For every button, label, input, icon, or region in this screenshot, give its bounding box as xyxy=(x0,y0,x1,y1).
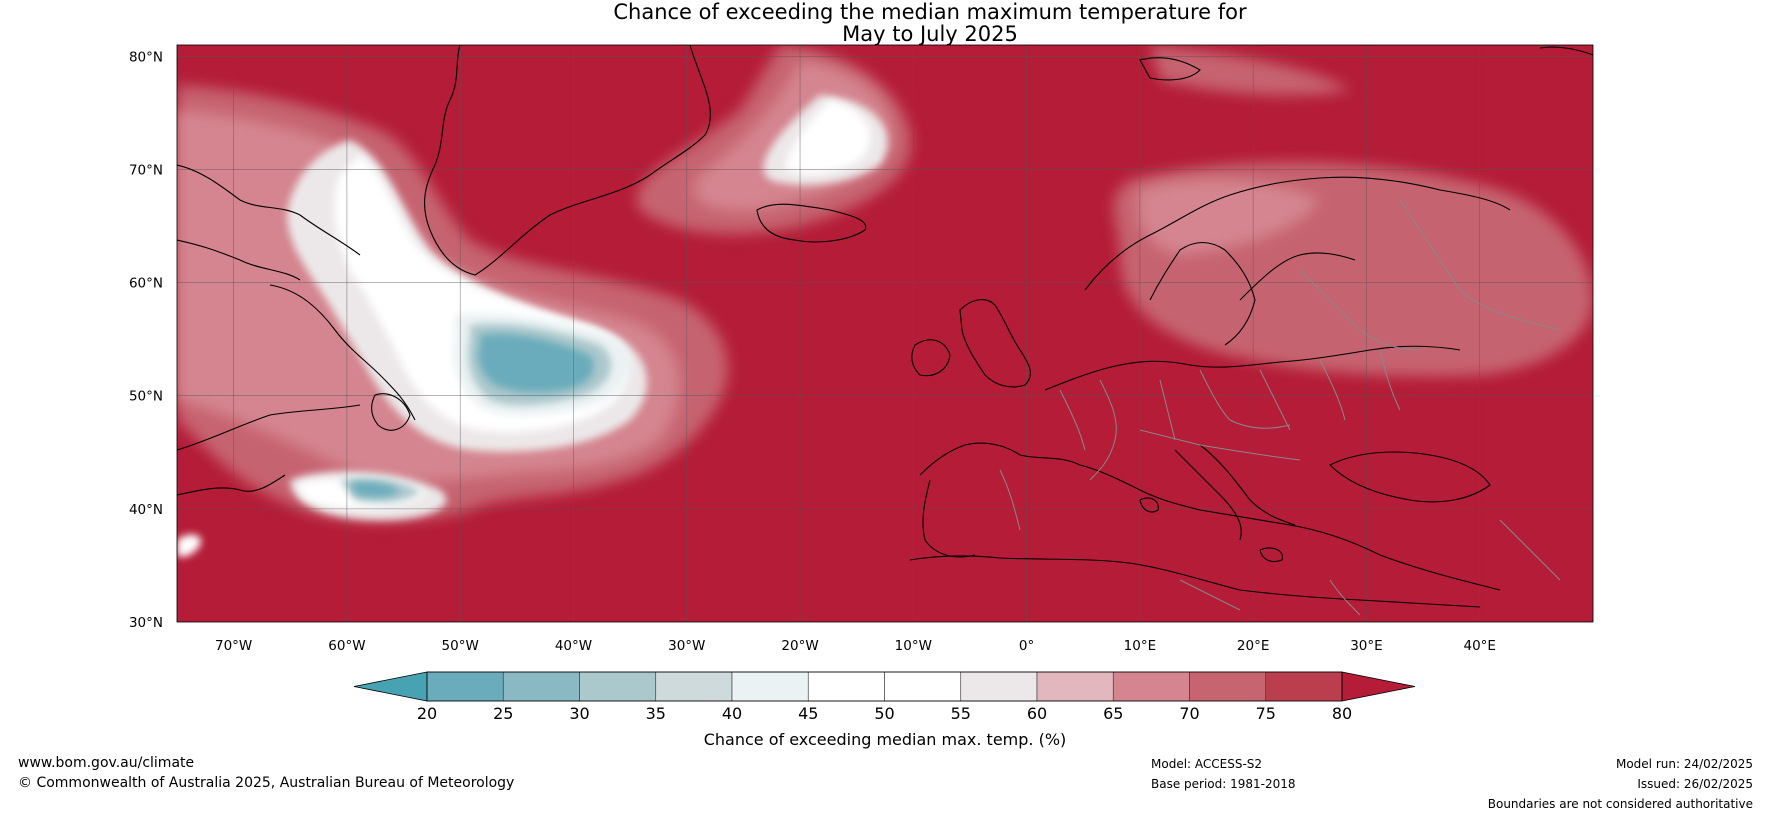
probability-field xyxy=(177,45,1593,557)
footer-model: Model: ACCESS-S2 xyxy=(1151,757,1263,771)
colorbar-segment xyxy=(1112,671,1190,702)
colorbar-tick-label: 60 xyxy=(1027,704,1047,723)
colorbar-extend-high xyxy=(1341,671,1416,702)
colorbar-tick-label: 25 xyxy=(493,704,513,723)
colorbar-tick-label: 40 xyxy=(722,704,742,723)
latitude-tick-label: 40°N xyxy=(129,502,163,518)
colorbar-segment xyxy=(960,671,1038,702)
colorbar-tick-label: 20 xyxy=(417,704,437,723)
latitude-tick-label: 70°N xyxy=(129,162,163,178)
latitude-tick-label: 30°N xyxy=(129,615,163,631)
colorbar-segment xyxy=(502,671,580,702)
chart-title-line1: Chance of exceeding the median maximum t… xyxy=(613,0,1247,24)
footer-copyright: © Commonwealth of Australia 2025, Austra… xyxy=(18,775,515,791)
colorbar-tick-label: 80 xyxy=(1332,704,1352,723)
colorbar-tick-label: 35 xyxy=(646,704,666,723)
colorbar-segment xyxy=(1265,671,1343,702)
colorbar-segment xyxy=(1189,671,1267,702)
coastlines xyxy=(177,45,1593,608)
longitude-tick-label: 10°W xyxy=(895,638,932,654)
colorbar-tick-label: 70 xyxy=(1179,704,1199,723)
footer-model-run: Model run: 24/02/2025 xyxy=(1615,757,1753,771)
map-area xyxy=(177,45,1593,622)
longitude-tick-label: 40°W xyxy=(555,638,592,654)
longitude-tick-label: 10°E xyxy=(1124,638,1156,654)
colorbar-frame xyxy=(426,671,1343,702)
footer-url: www.bom.gov.au/climate xyxy=(18,755,195,771)
longitude-tick-label: 20°E xyxy=(1237,638,1269,654)
colorbar-segment xyxy=(731,671,809,702)
colorbar-segment xyxy=(426,671,504,702)
colorbar-tick-label: 30 xyxy=(569,704,589,723)
latitude-tick-labels: 80°N 70°N 60°N 50°N 40°N 30°N xyxy=(129,49,163,631)
colorbar-label: Chance of exceeding median max. temp. (%… xyxy=(704,730,1067,749)
colorbar-tick-label: 65 xyxy=(1103,704,1123,723)
longitude-tick-label: 60°W xyxy=(328,638,365,654)
longitude-tick-label: 30°W xyxy=(668,638,705,654)
colorbar-tick-label: 55 xyxy=(951,704,971,723)
longitude-tick-label: 30°E xyxy=(1350,638,1382,654)
latitude-tick-label: 60°N xyxy=(129,276,163,292)
longitude-tick-label: 50°W xyxy=(442,638,479,654)
longitude-tick-label: 0° xyxy=(1019,638,1034,654)
latitude-tick-label: 80°N xyxy=(129,49,163,65)
colorbar-segment xyxy=(579,671,657,702)
longitude-tick-label: 40°E xyxy=(1463,638,1495,654)
longitude-tick-label: 70°W xyxy=(215,638,252,654)
colorbar-tick-label: 45 xyxy=(798,704,818,723)
colorbar-segment xyxy=(807,671,885,702)
country-borders xyxy=(999,199,1561,616)
longitude-tick-label: 20°W xyxy=(781,638,818,654)
colorbar-extend-low xyxy=(353,671,428,702)
footer-base-period: Base period: 1981-2018 xyxy=(1151,777,1296,791)
longitude-tick-labels: 70°W 60°W 50°W 40°W 30°W 20°W 10°W 0° 10°E 20°E 30… xyxy=(215,638,1496,654)
chart-title-line2: May to July 2025 xyxy=(842,22,1018,46)
map-gridlines xyxy=(177,45,1593,622)
colorbar: 20 25 30 35 40 45 50 55 60 65 70 75 80 xyxy=(353,671,1416,723)
colorbar-segment xyxy=(1036,671,1114,702)
colorbar-tick-label: 75 xyxy=(1256,704,1276,723)
latitude-tick-label: 50°N xyxy=(129,389,163,405)
footer-disclaimer: Boundaries are not considered authoritat… xyxy=(1487,797,1753,811)
map-frame xyxy=(176,44,1594,623)
colorbar-tick-label: 50 xyxy=(874,704,894,723)
footer-issued: Issued: 26/02/2025 xyxy=(1637,777,1753,791)
colorbar-segment xyxy=(884,671,962,702)
colorbar-segment xyxy=(655,671,733,702)
